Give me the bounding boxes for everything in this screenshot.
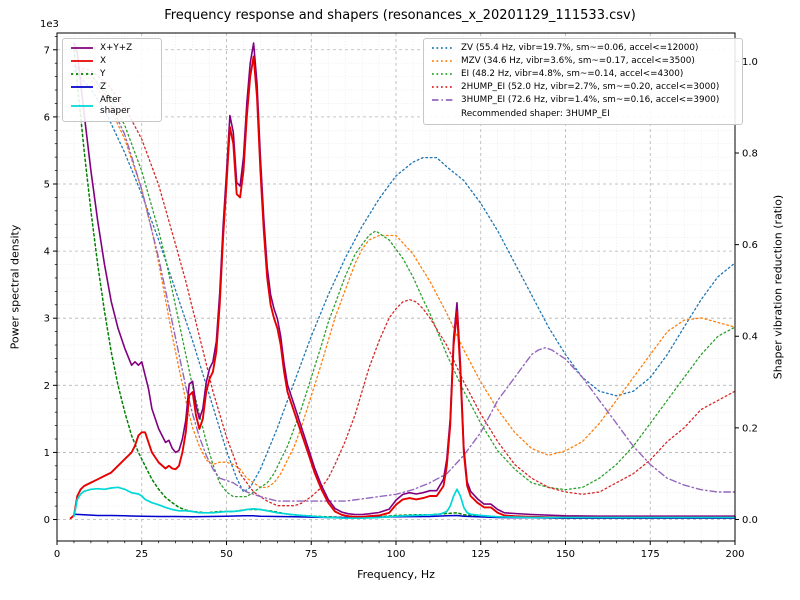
legend-shapers: ZV (55.4 Hz, vibr=19.7%, sm~=0.06, accel… [423,38,743,126]
legend-line-sample [432,86,454,89]
legend-label: ZV (55.4 Hz, vibr=19.7%, sm~=0.06, accel… [461,43,699,53]
legend-line-sample [432,47,454,50]
y-axis-offset-text: 1e3 [40,19,59,30]
legend-label: EI (48.2 Hz, vibr=4.8%, sm~=0.14, accel<… [461,68,684,79]
y-left-tick-label: 1 [44,448,50,459]
y-right-tick-label: 0.8 [742,149,758,160]
legend-item-mzv: MZV (34.6 Hz, vibr=3.6%, sm~=0.17, accel… [431,56,735,67]
legend-line-sample [71,60,93,63]
legend-item-x: X [70,56,154,67]
legend-item-ei: EI (48.2 Hz, vibr=4.8%, sm~=0.14, accel<… [431,69,735,80]
series-line-zv [73,69,736,493]
y-left-tick-label: 4 [44,247,50,258]
legend-item-z: Z [70,82,154,93]
x-tick-label: 125 [471,549,490,560]
y-right-tick-label: 0.2 [742,423,758,434]
legend-line-sample [432,99,454,102]
legend-item-3hump-ei: 3HUMP_EI (72.6 Hz, vibr=1.4%, sm~=0.16, … [431,95,735,106]
legend-line-sample [71,73,93,76]
y-left-tick-label: 6 [44,112,50,123]
legend-line-sample [71,105,93,107]
x-tick-label: 200 [725,549,744,560]
recommended-shaper-note: Recommended shaper: 3HUMP_EI [461,108,610,119]
x-tick-label: 150 [556,549,575,560]
y-left-tick-label: 7 [44,45,50,56]
legend-label: Z [100,81,107,92]
series-line-after-shaper [73,486,736,520]
y-left-tick-label: 0 [44,515,50,526]
y-right-tick-label: 0.6 [742,240,758,251]
legend-label: X+Y+Z [100,43,133,53]
legend-line-sample [71,86,93,89]
y-axis-label-right: Shaper vibration reduction (ratio) [771,194,785,380]
legend-label: X [100,55,107,66]
y-axis-label-left: Power spectral density [8,224,22,350]
legend-label: 3HUMP_EI (72.6 Hz, vibr=1.4%, sm~=0.16, … [461,94,720,105]
legend-line-sample [71,47,93,50]
legend-label: 2HUMP_EI (52.0 Hz, vibr=2.7%, sm~=0.20, … [461,81,720,92]
y-right-tick-label: 0.0 [742,515,758,526]
series-line-3hump-ei [73,65,736,502]
series-line-x [69,55,736,520]
legend-item-zv: ZV (55.4 Hz, vibr=19.7%, sm~=0.06, accel… [431,43,735,54]
legend-psd: X+Y+Z X Y Z After shaper [62,38,162,122]
y-left-tick-label: 2 [44,381,50,392]
x-tick-label: 0 [54,549,60,560]
legend-line-sample [432,73,454,76]
legend-label: Y [100,68,106,79]
y-left-tick-label: 5 [44,179,50,190]
legend-label: After shaper [100,94,131,116]
legend-item-after: After shaper [70,95,154,117]
x-tick-label: 25 [135,549,148,560]
x-tick-label: 175 [641,549,660,560]
x-tick-label: 100 [386,549,405,560]
y-right-tick-label: 0.4 [742,332,758,343]
legend-item-2hump-ei: 2HUMP_EI (52.0 Hz, vibr=2.7%, sm~=0.20, … [431,82,735,93]
legend-label: MZV (34.6 Hz, vibr=3.6%, sm~=0.17, accel… [461,55,695,66]
x-tick-label: 50 [220,549,233,560]
chart-title: Frequency response and shapers (resonanc… [164,8,636,23]
legend-line-sample [432,60,454,63]
series-line-2hump-ei [73,65,736,507]
y-right-tick-label: 1.0 [742,57,758,68]
series-line-mzv [73,65,736,489]
legend-item-y: Y [70,69,154,80]
x-tick-label: 75 [305,549,318,560]
y-left-tick-label: 3 [44,314,50,325]
legend-item-x+y+z: X+Y+Z [70,43,154,54]
x-axis-label: Frequency, Hz [357,568,435,581]
